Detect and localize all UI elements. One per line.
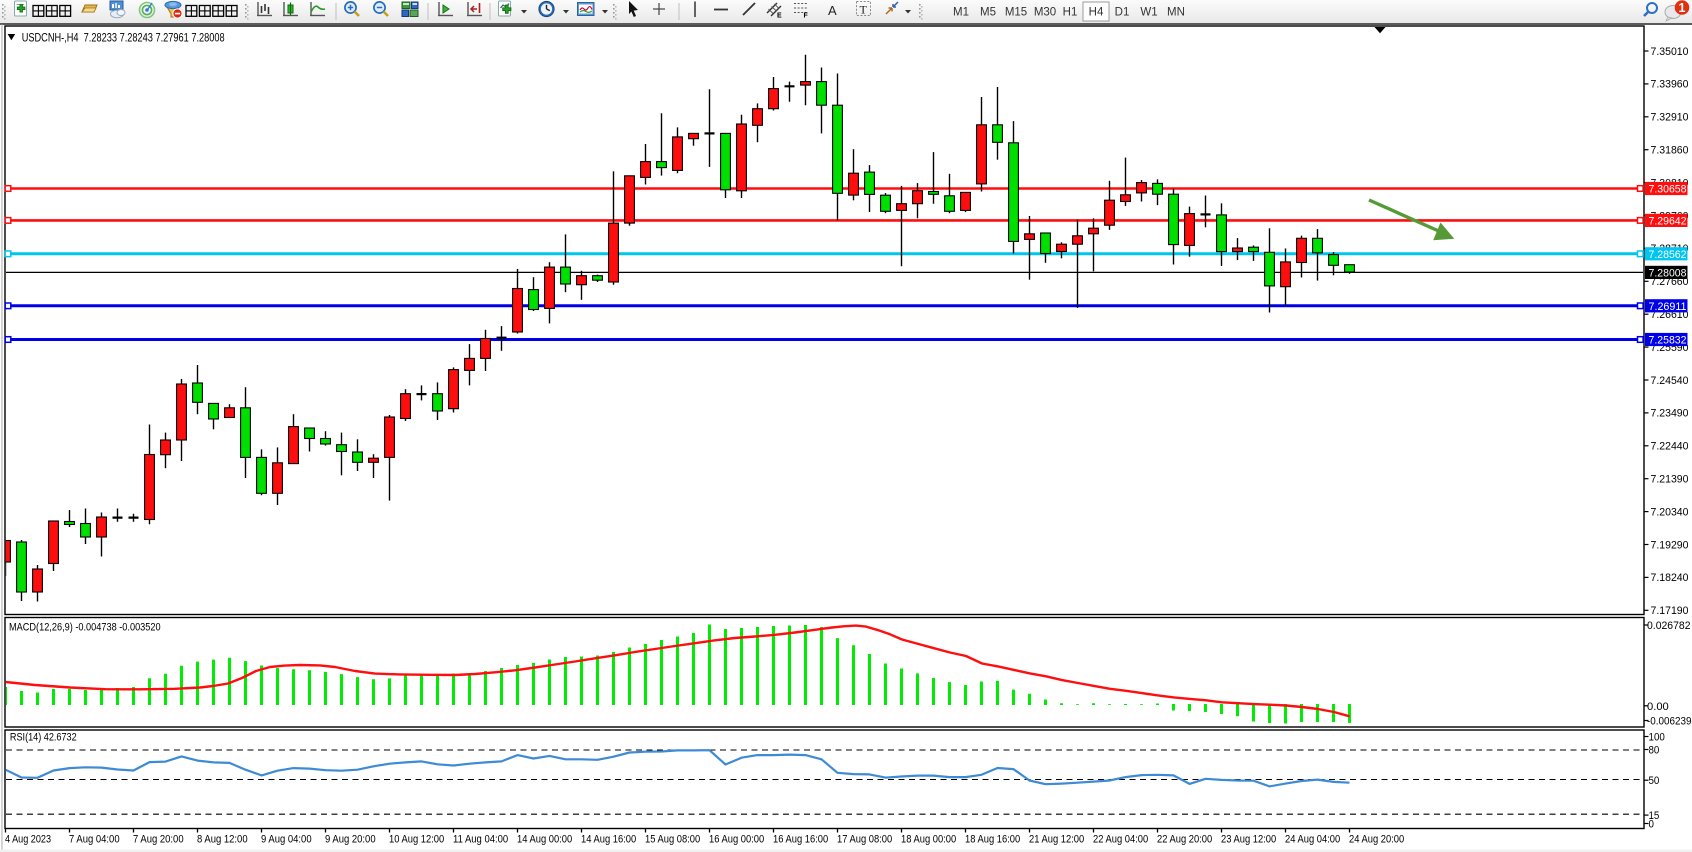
svg-text:18 Aug 16:00: 18 Aug 16:00 <box>965 833 1020 845</box>
svg-text:7.19290: 7.19290 <box>1651 539 1689 551</box>
svg-text:22 Aug 20:00: 22 Aug 20:00 <box>1157 833 1212 845</box>
svg-text:1: 1 <box>1679 1 1686 15</box>
svg-text:MN: MN <box>1167 7 1185 19</box>
svg-text:7 Aug 20:00: 7 Aug 20:00 <box>133 833 184 845</box>
svg-text:7.33960: 7.33960 <box>1651 79 1689 91</box>
svg-text:7.30658: 7.30658 <box>1649 184 1687 196</box>
svg-text:-0.006239: -0.006239 <box>1647 716 1692 728</box>
svg-text:16 Aug 16:00: 16 Aug 16:00 <box>773 833 828 845</box>
svg-text:7.25832: 7.25832 <box>1649 335 1687 347</box>
svg-text:4 Aug 2023: 4 Aug 2023 <box>5 833 51 845</box>
svg-text:9 Aug 20:00: 9 Aug 20:00 <box>325 833 376 845</box>
svg-text:7 Aug 04:00: 7 Aug 04:00 <box>69 833 120 845</box>
svg-text:7.24540: 7.24540 <box>1651 375 1689 387</box>
svg-text:7.27660: 7.27660 <box>1651 276 1689 288</box>
svg-text:17 Aug 08:00: 17 Aug 08:00 <box>837 833 892 845</box>
svg-text:8 Aug 12:00: 8 Aug 12:00 <box>197 833 248 845</box>
svg-text:A: A <box>828 3 837 18</box>
svg-text:M1: M1 <box>953 7 969 19</box>
svg-text:10 Aug 12:00: 10 Aug 12:00 <box>389 833 444 845</box>
svg-text:7.26911: 7.26911 <box>1649 301 1687 313</box>
svg-text:24 Aug 20:00: 24 Aug 20:00 <box>1349 833 1404 845</box>
svg-text:14 Aug 00:00: 14 Aug 00:00 <box>517 833 572 845</box>
svg-text:M30: M30 <box>1034 7 1056 19</box>
svg-text:7.32910: 7.32910 <box>1651 112 1689 124</box>
svg-text:0.026782: 0.026782 <box>1647 620 1691 632</box>
svg-text:23 Aug 12:00: 23 Aug 12:00 <box>1221 833 1276 845</box>
svg-text:7.28008: 7.28008 <box>1649 267 1687 279</box>
svg-text:T: T <box>860 3 868 17</box>
svg-text:H4: H4 <box>1089 7 1104 19</box>
svg-text:22 Aug 04:00: 22 Aug 04:00 <box>1093 833 1148 845</box>
svg-text:D1: D1 <box>1115 7 1130 19</box>
svg-text:F: F <box>804 13 809 20</box>
svg-text:M5: M5 <box>980 7 996 19</box>
svg-text:0.00: 0.00 <box>1647 701 1669 713</box>
svg-text:7.23490: 7.23490 <box>1651 408 1689 420</box>
svg-text:100: 100 <box>1649 732 1665 744</box>
svg-text:7.17190: 7.17190 <box>1651 605 1689 617</box>
svg-text:7.20340: 7.20340 <box>1651 506 1689 518</box>
svg-text:RSI(14) 42.6732: RSI(14) 42.6732 <box>10 732 77 744</box>
svg-text:7.29642: 7.29642 <box>1649 215 1687 227</box>
svg-text:14 Aug 16:00: 14 Aug 16:00 <box>581 833 636 845</box>
svg-text:11 Aug 04:00: 11 Aug 04:00 <box>453 833 508 845</box>
svg-text:80: 80 <box>1649 745 1660 757</box>
svg-text:W1: W1 <box>1140 7 1157 19</box>
svg-text:21 Aug 12:00: 21 Aug 12:00 <box>1029 833 1084 845</box>
svg-text:7.18240: 7.18240 <box>1651 572 1689 584</box>
svg-text:USDCNH-,H4 7.28233 7.28243 7.: USDCNH-,H4 7.28233 7.28243 7.27961 7.280… <box>22 30 225 44</box>
svg-text:50: 50 <box>1649 775 1660 787</box>
svg-text:7.28562: 7.28562 <box>1649 249 1687 261</box>
svg-text:18 Aug 00:00: 18 Aug 00:00 <box>901 833 956 845</box>
svg-text:7.35010: 7.35010 <box>1651 46 1689 58</box>
svg-text:16 Aug 00:00: 16 Aug 00:00 <box>709 833 764 845</box>
svg-text:H1: H1 <box>1063 7 1078 19</box>
svg-text:MACD(12,26,9) -0.004738 -0.003: MACD(12,26,9) -0.004738 -0.003520 <box>9 622 161 634</box>
svg-text:9 Aug 04:00: 9 Aug 04:00 <box>261 833 312 845</box>
svg-text:24 Aug 04:00: 24 Aug 04:00 <box>1285 833 1340 845</box>
svg-text:7.21390: 7.21390 <box>1651 474 1689 486</box>
svg-text:E: E <box>777 13 782 20</box>
svg-text:15: 15 <box>1649 810 1660 822</box>
svg-text:7.31860: 7.31860 <box>1651 145 1689 157</box>
svg-text:0: 0 <box>1649 819 1654 831</box>
svg-text:M15: M15 <box>1005 7 1027 19</box>
svg-text:7.22440: 7.22440 <box>1651 441 1689 453</box>
svg-text:15 Aug 08:00: 15 Aug 08:00 <box>645 833 700 845</box>
